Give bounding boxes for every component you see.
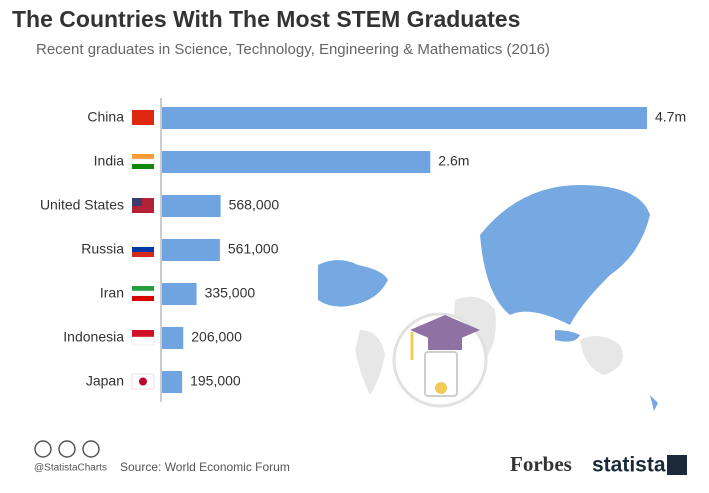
- flags: [131, 110, 155, 390]
- value-label: 2.6m: [438, 153, 469, 169]
- chart-subtitle: Recent graduates in Science, Technology,…: [36, 41, 550, 58]
- bar: [162, 151, 431, 173]
- bar: [162, 107, 647, 129]
- value-label: 206,000: [191, 329, 242, 345]
- bar: [162, 371, 183, 393]
- category-label: Iran: [100, 285, 124, 301]
- license-icons: [34, 440, 100, 458]
- brand-right: statista: [592, 454, 666, 477]
- value-label: 568,000: [229, 197, 280, 213]
- category-label: Japan: [86, 373, 124, 389]
- bar: [162, 283, 197, 305]
- category-label: Indonesia: [63, 329, 124, 345]
- value-label: 4.7m: [655, 109, 686, 125]
- value-label: 561,000: [228, 241, 279, 257]
- value-label: 335,000: [205, 285, 256, 301]
- category-label: Russia: [81, 241, 124, 257]
- category-label: United States: [40, 197, 124, 213]
- bar: [162, 327, 184, 349]
- category-label: China: [87, 109, 124, 125]
- bar: [162, 195, 221, 217]
- handle: @StatistaCharts: [34, 463, 107, 474]
- value-label: 195,000: [190, 373, 241, 389]
- brand-left: Forbes: [510, 452, 572, 476]
- brand-logo: [667, 455, 687, 475]
- world-map: [318, 185, 658, 411]
- category-label: India: [94, 153, 125, 169]
- source: Source: World Economic Forum: [120, 460, 290, 474]
- bar: [162, 239, 220, 261]
- chart-title: The Countries With The Most STEM Graduat…: [12, 6, 520, 32]
